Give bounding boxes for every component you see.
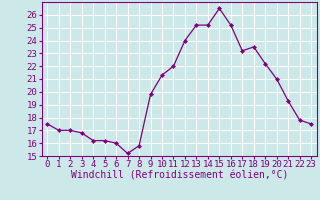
X-axis label: Windchill (Refroidissement éolien,°C): Windchill (Refroidissement éolien,°C) — [70, 171, 288, 181]
